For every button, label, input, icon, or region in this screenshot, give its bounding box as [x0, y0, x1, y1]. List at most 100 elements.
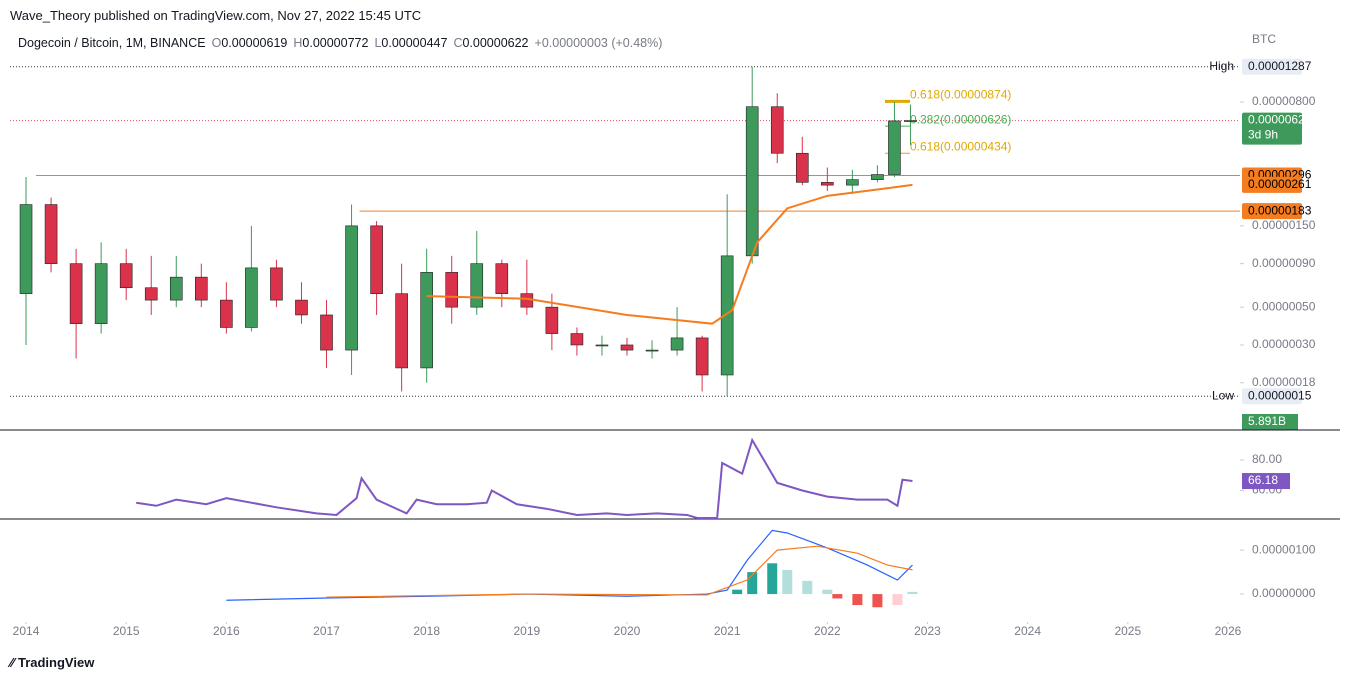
candle-body	[888, 120, 901, 175]
fib-label: 0.618(0.00000874)	[910, 88, 1011, 102]
legend: Dogecoin / Bitcoin, 1M, BINANCE O0.000006…	[18, 36, 662, 50]
price-tag	[1242, 176, 1302, 193]
price-tag-label: 0.00001287	[1248, 59, 1312, 73]
candle-body	[904, 120, 917, 122]
price-tag	[1242, 112, 1302, 145]
candle-body	[195, 276, 208, 301]
candle-body	[871, 174, 884, 180]
macd-histogram-bar	[747, 572, 758, 595]
candle-body	[770, 106, 784, 154]
x-tick-label: 2023	[914, 624, 941, 638]
macd-histogram-bar	[782, 569, 793, 595]
x-tick-label: 2016	[213, 624, 240, 638]
rsi-line	[136, 437, 913, 519]
macd-histogram-bar	[872, 594, 883, 608]
candle-body	[720, 255, 734, 376]
y-tick-label: 0.00000050	[1252, 299, 1316, 313]
ohlc-key: C	[453, 36, 463, 50]
macd-histogram-bar	[907, 591, 918, 595]
x-tick-label: 2025	[1114, 624, 1141, 638]
price-tag	[1242, 388, 1302, 405]
candle-body	[795, 152, 809, 183]
macd-line	[326, 545, 913, 598]
ohlc-key: H	[293, 36, 303, 50]
macd-histogram-bar	[767, 563, 778, 595]
change: +0.00000003 (+0.48%)	[534, 36, 663, 50]
volume-tag-label: 5.891B	[1248, 414, 1286, 428]
symbol: Dogecoin / Bitcoin, 1M, BINANCE	[18, 36, 206, 50]
level-name: High	[1209, 59, 1234, 73]
candle-body	[345, 225, 358, 351]
price-tag-sub: 3d 9h	[1248, 128, 1278, 142]
x-tick-label: 2017	[313, 624, 340, 638]
axis-unit: BTC	[1252, 32, 1276, 46]
y-tick-label: 0.00000018	[1252, 375, 1316, 389]
macd-histogram-bar	[822, 589, 833, 595]
ohlc-value: 0.00000622	[462, 36, 529, 50]
candle-body	[19, 204, 33, 294]
candle-body	[495, 263, 509, 294]
ohlc-value: 0.00000772	[302, 36, 369, 50]
candle-body	[245, 267, 258, 328]
candle-body	[545, 306, 559, 334]
brand: TradingView	[17, 655, 95, 670]
candle-body	[119, 263, 133, 289]
candle-body	[270, 267, 283, 301]
rsi-tag	[1242, 473, 1290, 490]
ohlc-value: 0.00000619	[221, 36, 288, 50]
candle-body	[620, 344, 634, 351]
price-tag-label: 0.00000015	[1248, 388, 1312, 402]
y-tick-label: 0.00000090	[1252, 256, 1316, 270]
x-tick-label: 2018	[413, 624, 440, 638]
candle-body	[320, 314, 333, 351]
candle-body	[144, 287, 158, 301]
x-tick-label: 2022	[814, 624, 841, 638]
candle-body	[69, 263, 83, 324]
candle-body	[370, 225, 383, 294]
y-tick-label: 0.00000030	[1252, 337, 1316, 351]
candle-body	[595, 344, 609, 347]
y-tick-label: 0.00000800	[1252, 94, 1316, 108]
fib-label: 0.618(0.00000434)	[910, 139, 1011, 153]
candle-body	[821, 182, 834, 186]
candle-body	[570, 333, 584, 346]
fib-label: 0.382(0.00000626)	[910, 112, 1011, 126]
candle-body	[470, 263, 484, 308]
candle-body	[44, 204, 58, 264]
footer-brand: ⁄⁄ TradingView	[10, 655, 95, 670]
candle-body	[395, 293, 408, 369]
x-tick-label: 2014	[13, 624, 40, 638]
macd-histogram-bar	[832, 594, 843, 599]
price-tag-label: 0.00000622	[1248, 113, 1312, 127]
candle-body	[445, 272, 459, 308]
candle-body	[295, 299, 308, 316]
y-tick-label: 0.00000150	[1252, 218, 1316, 232]
x-tick-label: 2021	[714, 624, 741, 638]
macd-histogram-bar	[852, 594, 863, 606]
price-tag-label: 0.00000183	[1248, 203, 1312, 217]
byline: Wave_Theory published on TradingView.com…	[10, 8, 422, 23]
rsi-tick-label: 80.00	[1252, 452, 1282, 466]
x-tick-label: 2019	[513, 624, 540, 638]
ohlc-key: L	[374, 36, 382, 50]
macd-tick-label: 0.00000000	[1252, 586, 1316, 600]
level-name: Low	[1212, 388, 1234, 402]
candle-body	[420, 272, 433, 369]
x-tick-label: 2024	[1014, 624, 1041, 638]
candle-body	[846, 179, 859, 186]
candle-body	[220, 299, 233, 328]
price-tag	[1242, 203, 1302, 220]
ohlc-key: O	[211, 36, 222, 50]
x-tick-label: 2020	[614, 624, 641, 638]
x-tick-label: 2015	[113, 624, 140, 638]
candle-body	[645, 349, 659, 352]
x-tick-label: 2026	[1215, 624, 1242, 638]
price-tag-label: 0.00000261	[1248, 177, 1312, 191]
macd-histogram-bar	[732, 589, 743, 595]
ohlc-value: 0.00000447	[381, 36, 448, 50]
macd-histogram-bar	[892, 594, 903, 606]
macd-histogram-bar	[802, 580, 813, 595]
volume-tag	[1242, 414, 1298, 430]
candle-body	[94, 263, 108, 324]
